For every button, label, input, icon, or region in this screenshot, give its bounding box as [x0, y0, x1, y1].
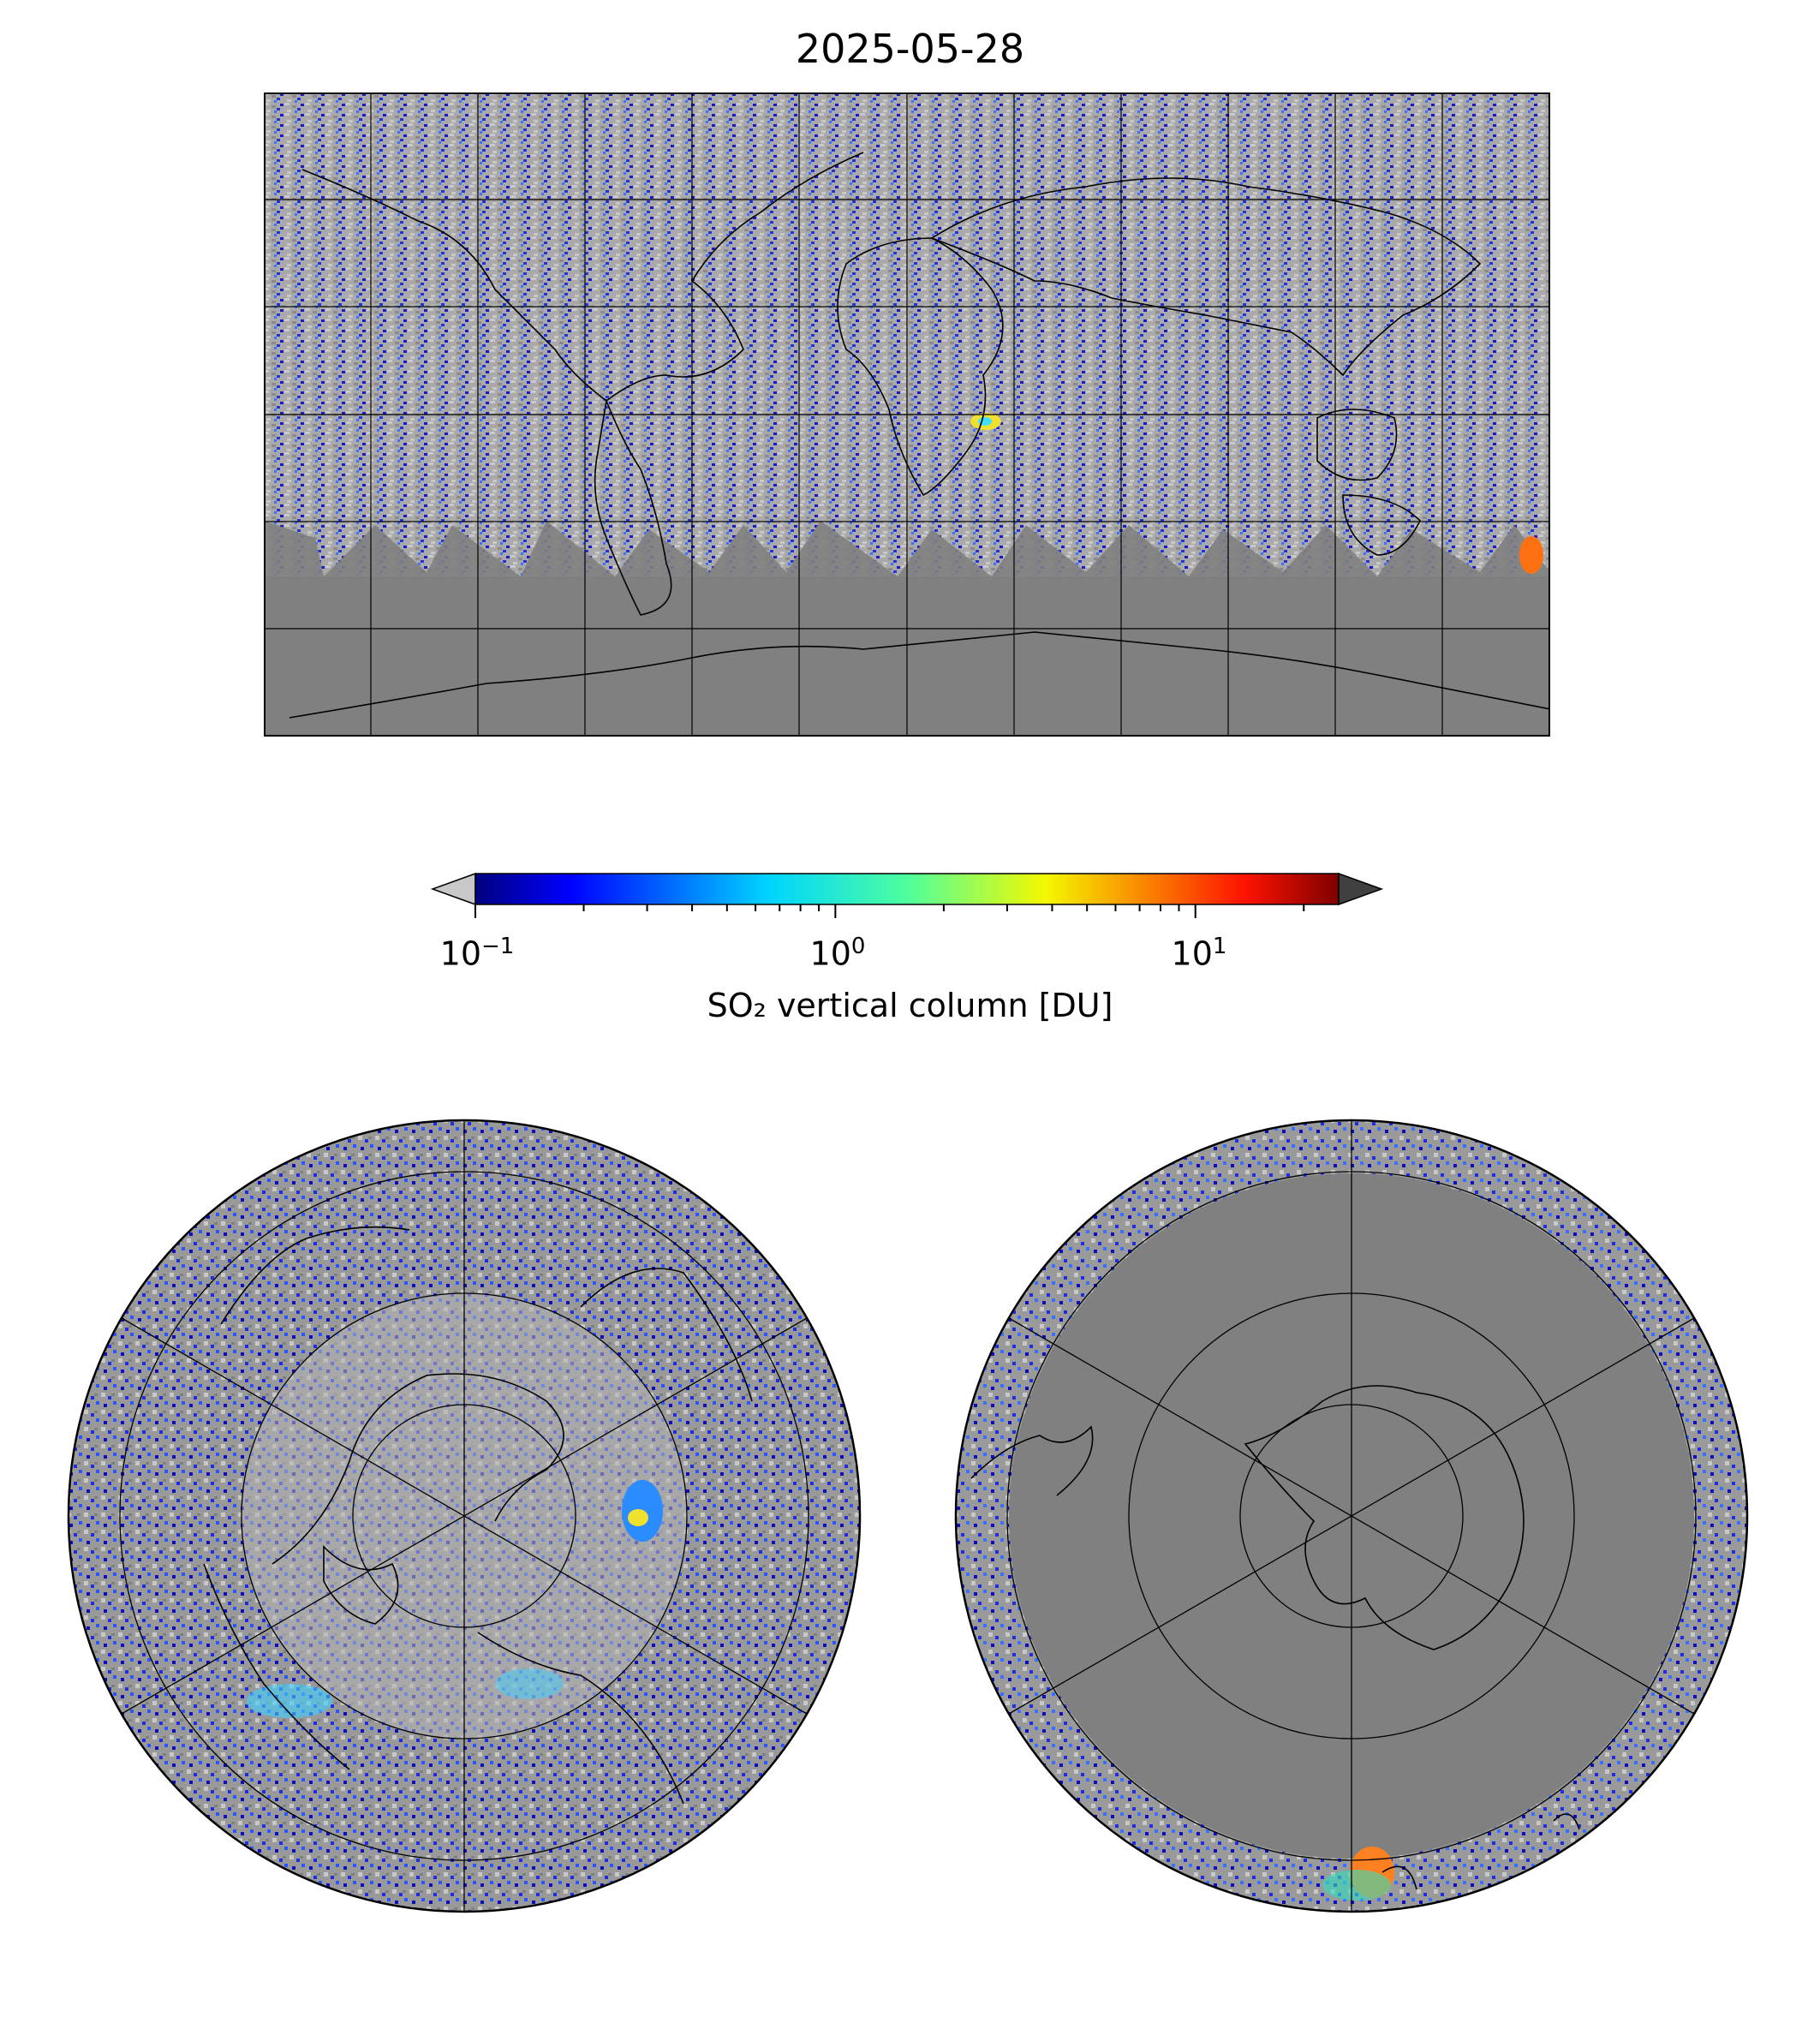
colorbar-tick-label: 10−1 — [439, 934, 515, 973]
map-title: 2025-05-28 — [795, 26, 1025, 72]
coastlines — [203, 1226, 753, 1805]
colorbar-over-extension — [1338, 872, 1384, 906]
graticule — [119, 1120, 809, 1912]
graticule — [264, 92, 1550, 737]
coastlines — [970, 1385, 1580, 1890]
colorbar-tick-label: 100 — [809, 934, 866, 973]
colorbar-ticks — [474, 904, 1305, 918]
global-map — [264, 92, 1550, 737]
south-polar-map — [954, 1119, 1749, 1913]
colorbar-tick-label: 101 — [1171, 934, 1227, 973]
colorbar-label: SO₂ vertical column [DU] — [707, 987, 1113, 1024]
so2-plume-nz — [1519, 536, 1543, 574]
graticule — [1006, 1120, 1697, 1912]
colorbar-gradient — [474, 873, 1340, 905]
coastlines — [289, 152, 1550, 719]
north-polar-map — [67, 1119, 862, 1913]
colorbar — [430, 872, 1384, 918]
colorbar-under-extension — [430, 872, 476, 906]
